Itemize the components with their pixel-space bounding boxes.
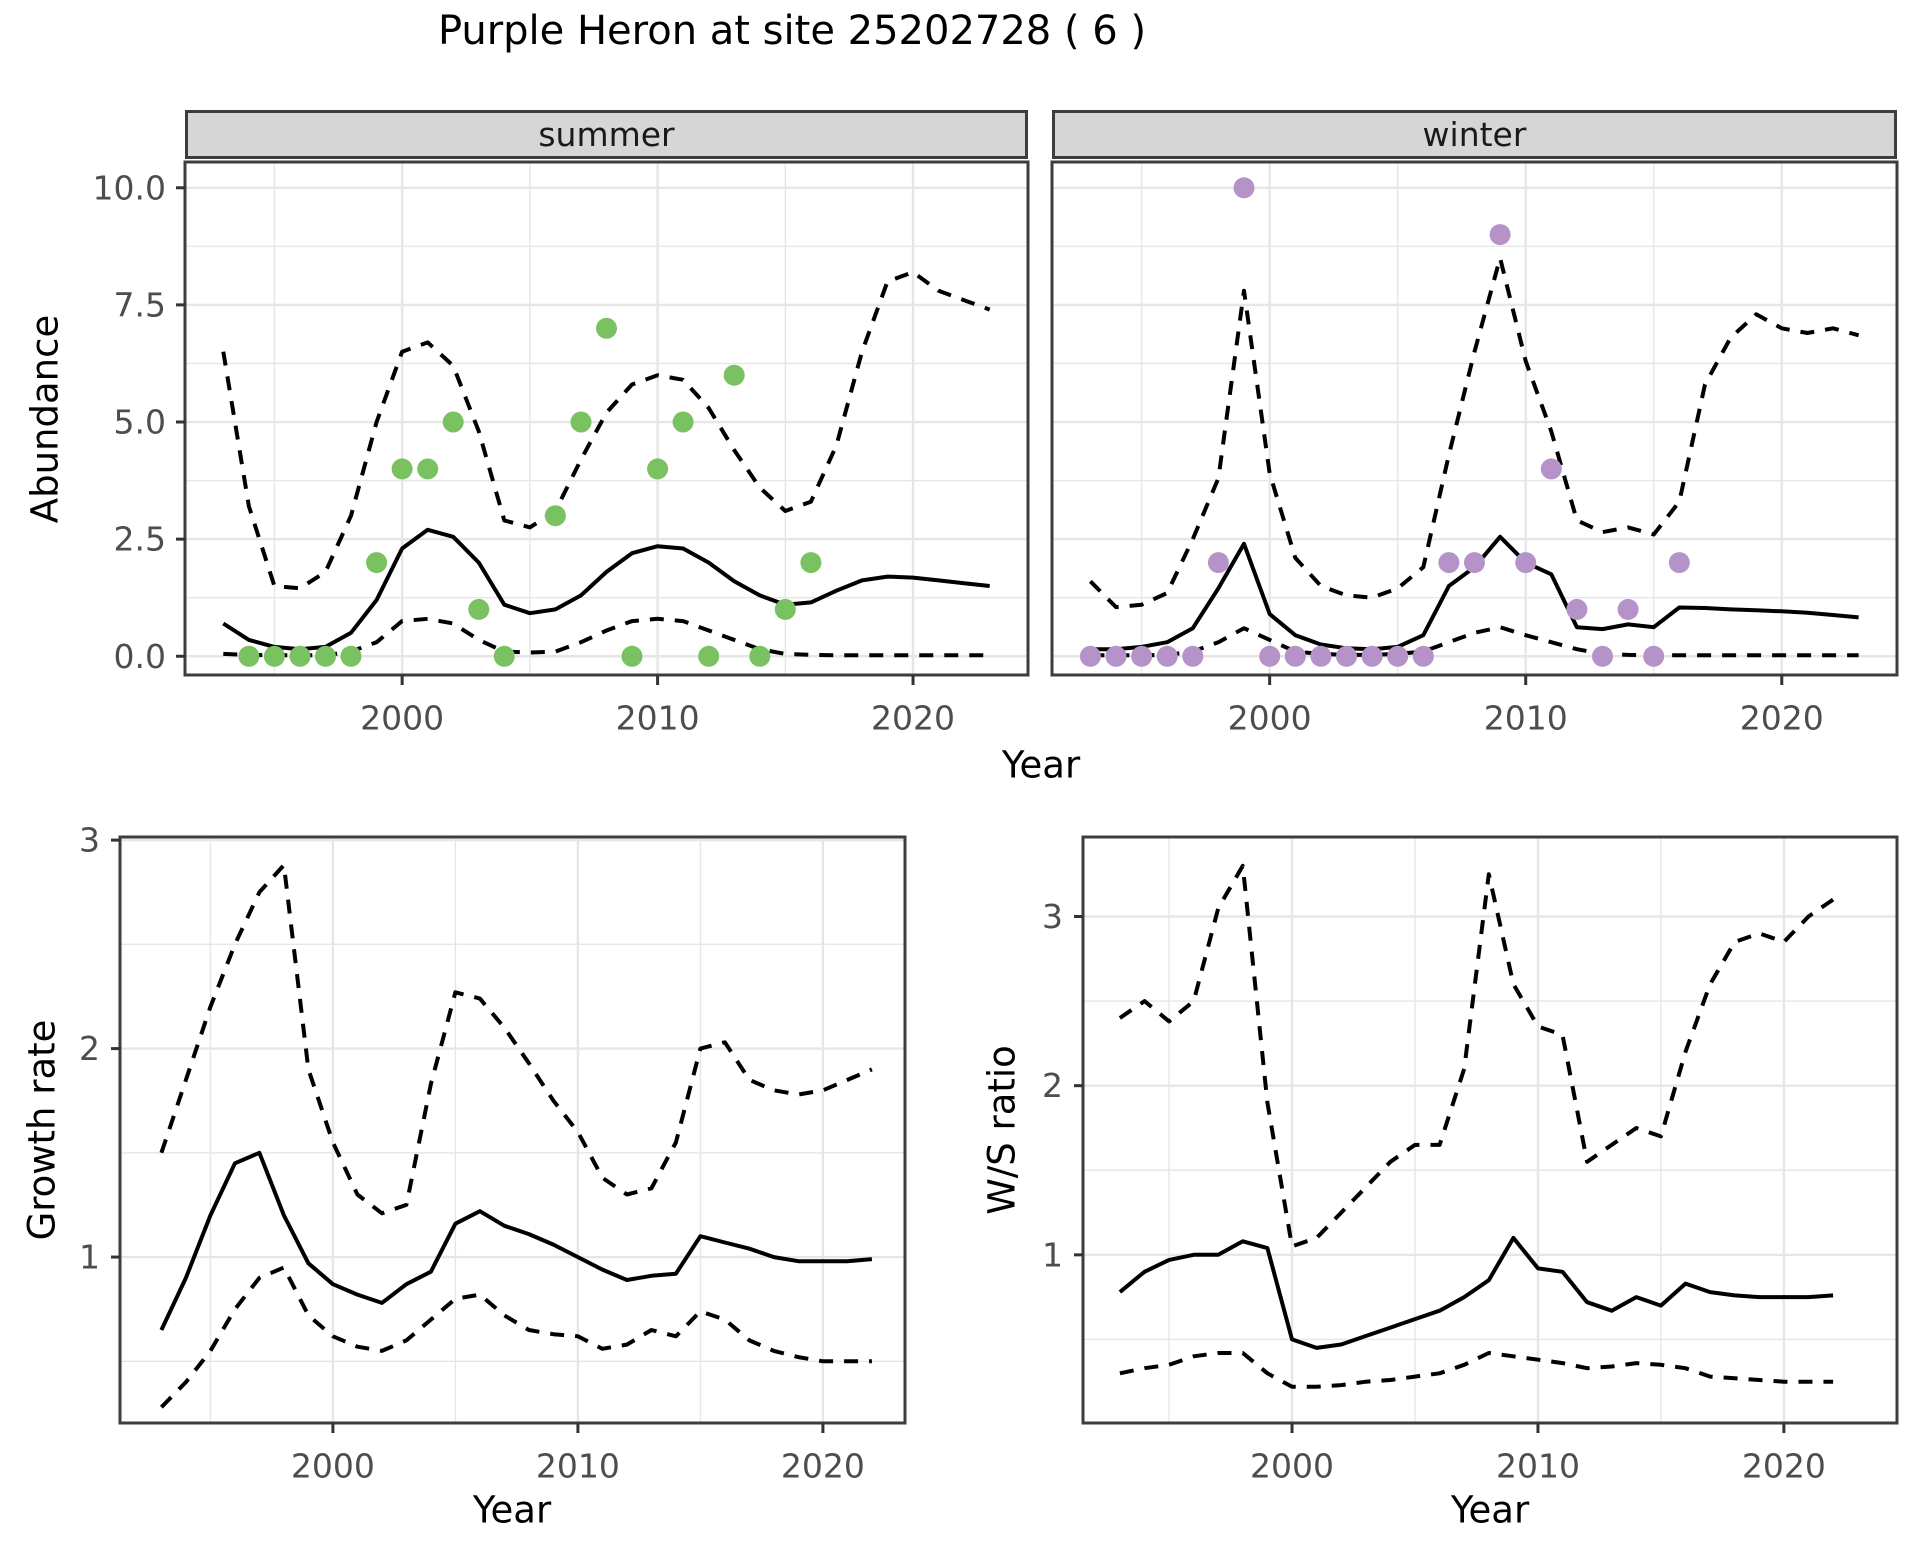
data-point (238, 645, 260, 667)
data-point (621, 645, 643, 667)
ci-line (221, 270, 991, 591)
ws-ratio-x-axis-title: Year (1450, 1488, 1530, 1532)
data-point (493, 645, 515, 667)
x-tick-label: 2020 (871, 699, 955, 738)
data-point (1387, 645, 1409, 667)
panel-background (185, 162, 1028, 675)
ci-line (159, 863, 873, 1216)
y-tick-label: 3 (79, 821, 100, 860)
data-point (544, 505, 566, 527)
data-point (1079, 645, 1101, 667)
panel-border (1050, 160, 1899, 677)
data-point (1489, 224, 1511, 246)
y-tick-label: 1 (1042, 1235, 1063, 1274)
facet-strip-winter-label: winter (1422, 115, 1527, 154)
x-tick-label: 2010 (616, 699, 700, 738)
data-point (1361, 645, 1383, 667)
data-point (1438, 552, 1460, 574)
panel-border (118, 835, 907, 1425)
y-tick-label: 5.0 (114, 403, 166, 442)
data-point (1131, 645, 1153, 667)
data-point (1233, 177, 1255, 199)
ci-line (1090, 625, 1859, 658)
data-point (1105, 645, 1127, 667)
data-point (1412, 645, 1434, 667)
fit-line (222, 527, 990, 652)
data-point (1284, 645, 1306, 667)
abundance-axis-title: Abundance (23, 314, 67, 524)
data-point (647, 458, 669, 480)
data-point (1207, 552, 1229, 574)
panel-background (1083, 837, 1897, 1423)
ci-line (159, 1265, 872, 1409)
data-point (1464, 552, 1485, 574)
y-tick-label: 1 (79, 1238, 100, 1277)
x-tick-label: 2010 (1496, 1447, 1580, 1486)
x-tick-label: 2020 (1740, 699, 1824, 738)
data-point (1310, 645, 1332, 667)
panel-border (1081, 835, 1899, 1425)
data-point (774, 598, 796, 620)
data-point (1182, 645, 1204, 667)
data-point (749, 645, 771, 667)
data-point (1156, 645, 1178, 667)
data-point (468, 598, 490, 620)
growth-rate-x-axis-title: Year (472, 1488, 552, 1532)
data-point (289, 645, 311, 667)
x-tick-label: 2000 (1228, 699, 1312, 738)
facet-strip-winter: winter (1052, 110, 1897, 159)
panel-background (1052, 162, 1897, 675)
panel-background (120, 837, 905, 1423)
fit-line (159, 1150, 873, 1331)
panel-border (183, 160, 1030, 677)
ws-ratio-axis-title: W/S ratio (980, 1045, 1024, 1215)
fit-line (1118, 1235, 1834, 1350)
data-point (1259, 645, 1281, 667)
data-point (1566, 598, 1588, 620)
y-tick-label: 7.5 (114, 285, 166, 324)
ci-line (1118, 863, 1835, 1249)
data-point (596, 317, 617, 339)
facet-strip-summer: summer (185, 110, 1028, 159)
data-point (570, 411, 592, 433)
data-point (315, 645, 336, 667)
data-point (672, 411, 694, 433)
x-tick-label: 2000 (1250, 1447, 1334, 1486)
x-tick-label: 2010 (536, 1447, 620, 1486)
growth-rate-axis-title: Growth rate (20, 1019, 64, 1241)
x-tick-label: 2020 (1742, 1447, 1826, 1486)
chart-title: Purple Heron at site 25202728 ( 6 ) (437, 8, 1147, 54)
abundance-x-axis-title: Year (1001, 743, 1081, 787)
data-point (366, 552, 388, 574)
data-point (1336, 645, 1357, 667)
data-point (698, 645, 720, 667)
data-point (263, 645, 285, 667)
ci-line (1088, 256, 1860, 610)
y-tick-label: 2.5 (114, 520, 166, 559)
facet-strip-summer-label: summer (538, 115, 675, 154)
x-tick-label: 2020 (781, 1447, 865, 1486)
data-point (1515, 552, 1537, 574)
data-point (800, 552, 822, 574)
y-tick-label: 10.0 (93, 168, 166, 207)
data-point (340, 645, 362, 667)
data-point (1540, 458, 1562, 480)
y-tick-label: 2 (1042, 1066, 1063, 1105)
data-point (723, 364, 745, 386)
x-tick-label: 2010 (1484, 699, 1568, 738)
data-point (391, 458, 413, 480)
x-tick-label: 2000 (360, 699, 444, 738)
data-point (1643, 645, 1665, 667)
data-point (417, 458, 439, 480)
y-tick-label: 0.0 (114, 637, 166, 676)
x-tick-label: 2000 (291, 1447, 375, 1486)
y-tick-label: 2 (79, 1029, 100, 1068)
data-point (1592, 645, 1613, 667)
data-point (1668, 552, 1690, 574)
y-tick-label: 3 (1042, 897, 1063, 936)
data-point (442, 411, 464, 433)
data-point (1617, 598, 1639, 620)
